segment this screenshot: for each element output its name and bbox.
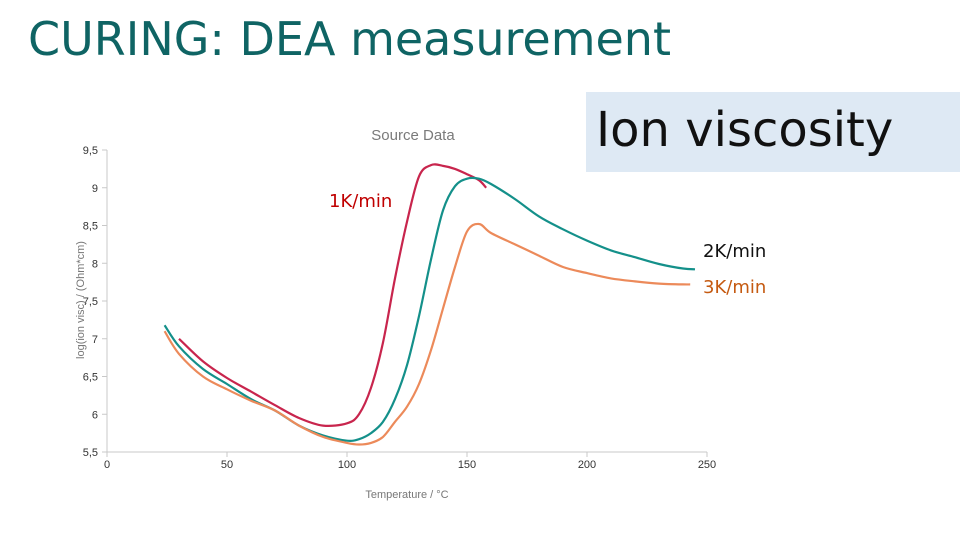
series-group xyxy=(163,163,696,446)
x-tick-group: 0 50 100 150 200 250 xyxy=(104,452,716,471)
y-tick-label: 9 xyxy=(92,183,98,195)
y-tick-label: 6,5 xyxy=(83,372,98,384)
y-tick-label: 7,5 xyxy=(83,296,98,308)
label-3k-min: 3K/min xyxy=(703,277,767,298)
y-axis-label: log(ion visc) / (Ohm*cm) xyxy=(75,241,87,359)
ion-viscosity-callout: Ion viscosity xyxy=(586,92,960,172)
callout-text: Ion viscosity xyxy=(596,102,894,158)
x-axis-label: Temperature / °C xyxy=(365,489,448,501)
y-tick-label: 8 xyxy=(92,258,98,270)
label-2k-min: 2K/min xyxy=(703,241,767,262)
y-tick-label: 7 xyxy=(92,334,98,346)
y-tick-label: 8,5 xyxy=(83,221,98,233)
series-line-3k-min xyxy=(163,222,691,446)
y-tick-label: 9,5 xyxy=(83,145,98,157)
x-tick-label: 0 xyxy=(104,459,110,471)
x-tick-label: 200 xyxy=(578,459,596,471)
chart-title: Source Data xyxy=(371,127,455,144)
slide-title: CURING: DEA measurement xyxy=(28,12,671,66)
x-tick-label: 50 xyxy=(221,459,233,471)
y-tick-group: 5,5 6 6,5 7 7,5 8 8,5 9 9,5 xyxy=(83,145,107,459)
x-tick-label: 250 xyxy=(698,459,716,471)
y-tick-label: 5,5 xyxy=(83,447,98,459)
label-1k-min: 1K/min xyxy=(329,191,393,212)
series-line-1k-min xyxy=(178,163,488,427)
x-tick-label: 100 xyxy=(338,459,356,471)
series-line-2k-min xyxy=(163,176,696,442)
x-tick-label: 150 xyxy=(458,459,476,471)
y-tick-label: 6 xyxy=(92,409,98,421)
